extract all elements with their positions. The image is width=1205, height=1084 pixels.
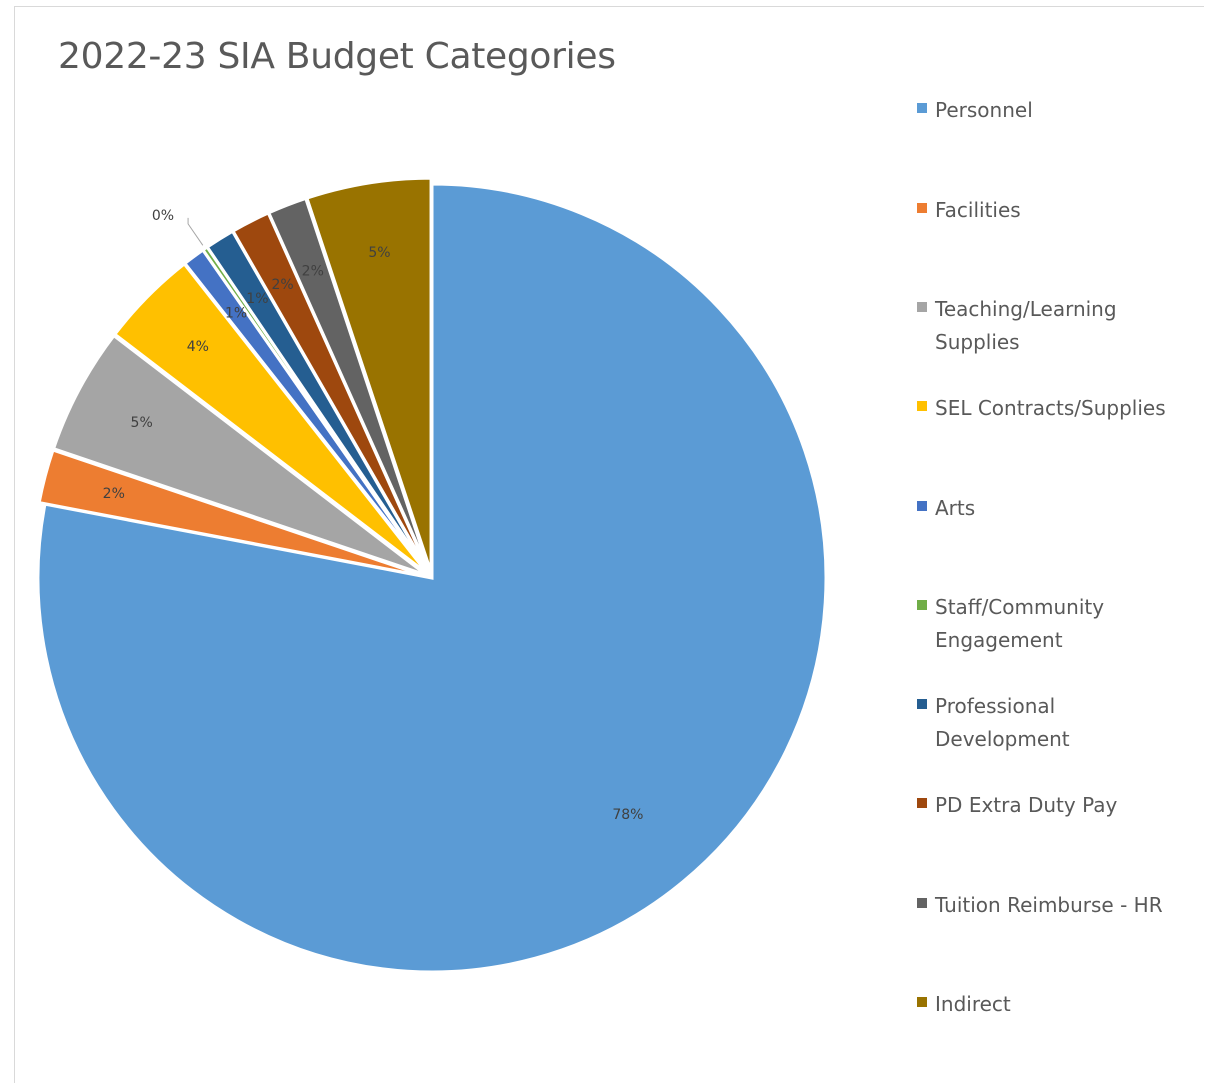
pie-slice-teaching-learning-supplies (51, 333, 428, 577)
legend-label: Arts (935, 496, 976, 520)
legend-swatch (917, 203, 927, 213)
legend-swatch (917, 898, 927, 908)
data-label-facilities: 2% (103, 486, 125, 502)
legend-item-arts: Arts (917, 492, 1190, 525)
legend-item-facilities: Facilities (917, 194, 1190, 227)
data-label-staff-community-engagement: 0% (152, 208, 174, 224)
legend-label: Professional Development (935, 694, 1070, 751)
legend-label: Teaching/Learning Supplies (935, 297, 1117, 354)
legend-item-teaching-learning-supplies: Teaching/Learning Supplies (917, 293, 1190, 359)
legend-swatch (917, 699, 927, 709)
legend-swatch (917, 501, 927, 511)
pie-chart: 78%2%5%4%1%0%1%2%2%5% (36, 176, 828, 974)
legend-label: SEL Contracts/Supplies (935, 396, 1166, 420)
legend-swatch (917, 997, 927, 1007)
data-label-arts: 1% (225, 306, 247, 322)
legend-item-personnel: Personnel (917, 94, 1190, 127)
legend-label: Indirect (935, 992, 1011, 1016)
legend-swatch (917, 401, 927, 411)
legend-swatch (917, 302, 927, 312)
legend-swatch (917, 600, 927, 610)
legend-label: Tuition Reimburse - HR (935, 893, 1163, 917)
data-label-pd-extra-duty-pay: 2% (271, 277, 293, 293)
legend-item-pd-extra-duty-pay: PD Extra Duty Pay (917, 789, 1190, 822)
data-label-personnel: 78% (612, 807, 643, 823)
pie-slice-indirect (305, 176, 433, 573)
chart-frame (14, 6, 1204, 1083)
legend-item-indirect: Indirect (917, 988, 1190, 1021)
legend-label: Staff/Community Engagement (935, 595, 1105, 652)
chart-title: 2022-23 SIA Budget Categories (58, 36, 616, 77)
legend-swatch (917, 103, 927, 113)
legend-item-staff-community-engagement: Staff/Community Engagement (917, 591, 1190, 657)
data-label-professional-development: 1% (246, 291, 268, 307)
data-label-tuition-reimburse-hr: 2% (302, 263, 324, 279)
data-label-indirect: 5% (368, 245, 390, 261)
legend-label: Facilities (935, 198, 1021, 222)
legend-item-tuition-reimburse-hr: Tuition Reimburse - HR (917, 889, 1190, 922)
data-label-teaching-learning-supplies: 5% (131, 415, 153, 431)
legend-swatch (917, 798, 927, 808)
data-label-sel-contracts-supplies: 4% (187, 339, 209, 355)
pie-slice-personnel (36, 182, 828, 974)
legend-item-sel-contracts-supplies: SEL Contracts/Supplies (917, 392, 1190, 425)
legend-item-professional-development: Professional Development (917, 690, 1190, 756)
leader-line-staff-community-engagement (187, 217, 204, 246)
legend-label: Personnel (935, 98, 1033, 122)
chart-legend: Personnel Facilities Teaching/Learning Sup… (917, 0, 1202, 1084)
legend-label: PD Extra Duty Pay (935, 793, 1118, 817)
